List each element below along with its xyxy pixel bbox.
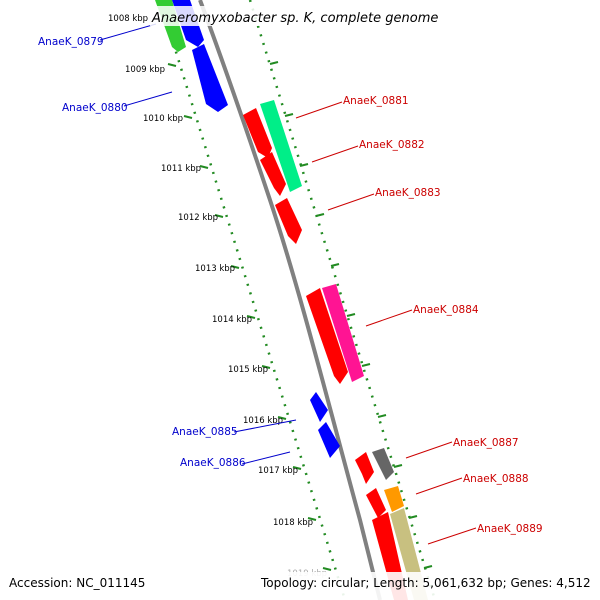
kbp-ticks (161, 13, 332, 571)
gene-0888-arrow (366, 488, 386, 518)
gene-0884-arrow (306, 288, 348, 384)
kbp-label-1017: 1017 kbp (258, 466, 298, 476)
gene-0884b-arrow (322, 284, 364, 382)
outer-ring-ticks (269, 61, 433, 569)
kbp-label-1008: 1008 kbp (108, 14, 148, 24)
gene-label-0886: AnaeK_0886 (180, 457, 246, 469)
kbp-label-1010: 1010 kbp (143, 114, 183, 124)
kbp-label-1015: 1015 kbp (228, 365, 268, 375)
kbp-label-1014: 1014 kbp (212, 315, 252, 325)
gene-0885-arrow (310, 392, 328, 422)
gene-0881-arrow (243, 108, 272, 158)
gene-0882-arrow (260, 152, 286, 196)
inner-tick-ring (158, 0, 347, 600)
gene-0880-arrow (192, 44, 228, 112)
genome-summary-text: Topology: circular; Length: 5,061,632 bp… (260, 576, 591, 590)
kbp-label-1016: 1016 kbp (243, 416, 283, 426)
accession-text: Accession: NC_011145 (9, 576, 145, 590)
gene-label-0884: AnaeK_0884 (413, 304, 479, 316)
gene-label-0882: AnaeK_0882 (359, 139, 425, 151)
genome-backbone (198, 0, 382, 600)
gene-label-0888: AnaeK_0888 (463, 473, 529, 485)
map-title: Anaeromyxobacter sp. K, complete genome (151, 11, 438, 26)
gene-label-0881: AnaeK_0881 (343, 95, 409, 107)
outer-tick-ring (248, 0, 437, 600)
kbp-label-1009: 1009 kbp (125, 65, 165, 75)
gene-label-0885: AnaeK_0885 (172, 426, 238, 438)
gene-0887-arrow (355, 452, 374, 484)
gene-0886-arrow (318, 422, 340, 458)
gene-label-0883: AnaeK_0883 (375, 187, 441, 199)
kbp-label-1012: 1012 kbp (178, 213, 218, 223)
gene-0881b-arrow (260, 100, 302, 192)
gene-0887b-arrow (372, 448, 394, 480)
gene-label-0889: AnaeK_0889 (477, 523, 543, 535)
label-pointers (99, 23, 477, 545)
gene-labels: AnaeK_0879 AnaeK_0880 AnaeK_0881 AnaeK_0… (38, 36, 543, 535)
gene-features (155, 0, 428, 600)
gene-label-0880: AnaeK_0880 (62, 102, 128, 114)
gene-label-0879: AnaeK_0879 (38, 36, 104, 48)
gene-0883-arrow (275, 198, 302, 244)
gene-0888b-arrow (384, 486, 404, 512)
kbp-label-1011: 1011 kbp (161, 164, 201, 174)
kbp-label-1013: 1013 kbp (195, 264, 235, 274)
kbp-label-1018: 1018 kbp (273, 518, 313, 528)
gene-label-0887: AnaeK_0887 (453, 437, 519, 449)
